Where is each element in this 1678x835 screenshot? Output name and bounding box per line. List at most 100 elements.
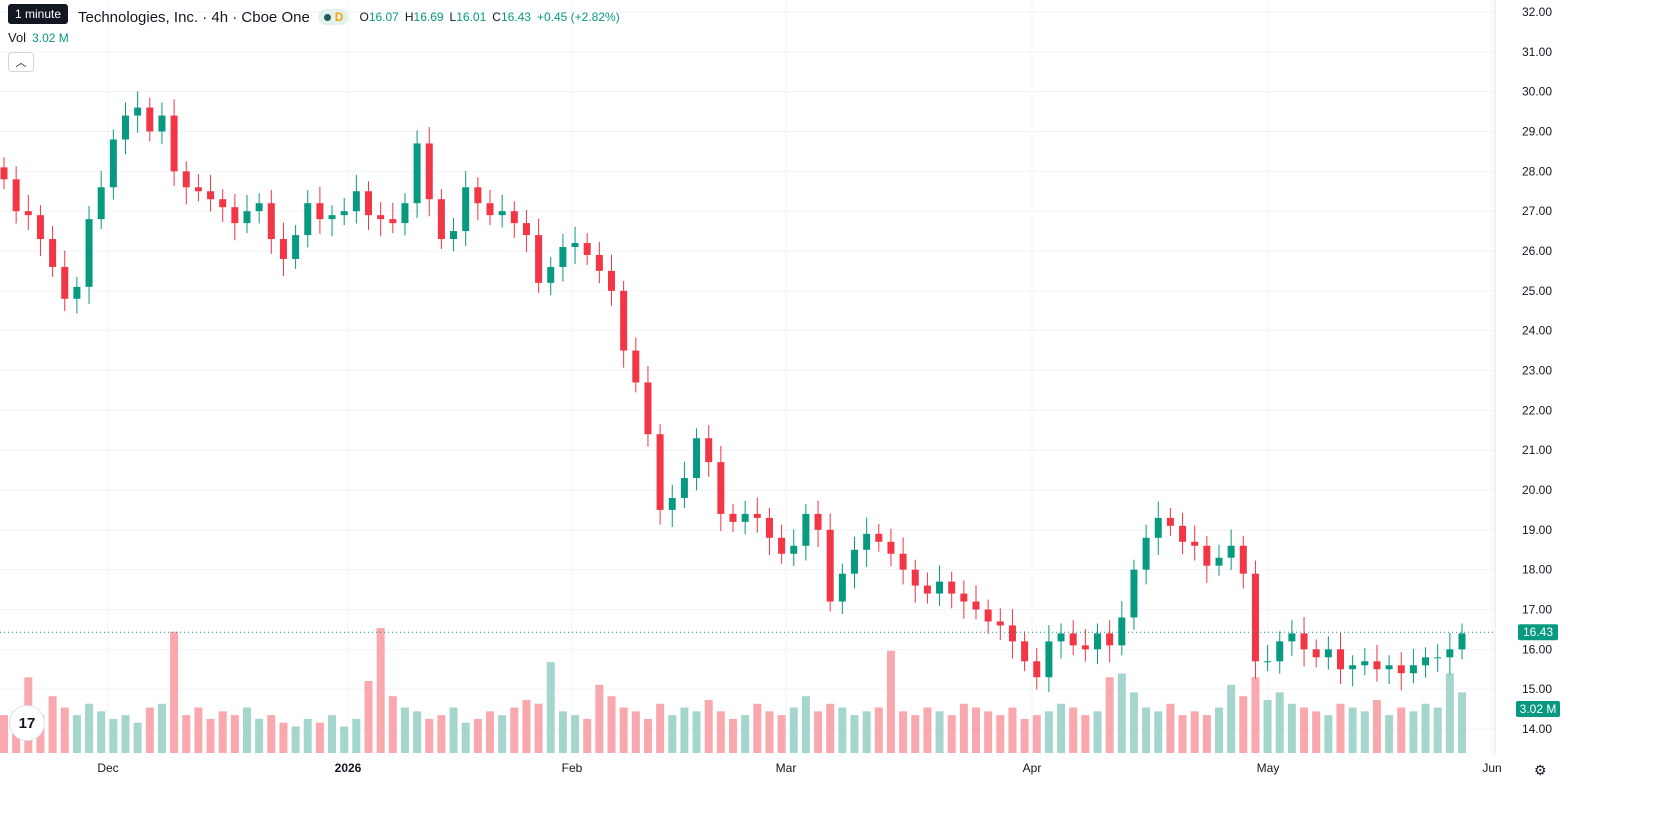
candle-body — [559, 247, 567, 267]
candle-body — [1094, 633, 1101, 650]
candle-body — [49, 239, 57, 267]
tradingview-logo[interactable]: 17 — [10, 706, 44, 740]
candle-body — [923, 585, 931, 594]
volume-bar — [1421, 703, 1430, 753]
gear-icon[interactable]: ⚙ — [1534, 762, 1547, 778]
candle-body — [778, 537, 786, 554]
time-tick-label: May — [1257, 761, 1280, 775]
price-tick-label: 22.00 — [1522, 403, 1552, 417]
volume-bar — [400, 707, 409, 753]
volume-bar — [328, 715, 337, 753]
volume-bar — [60, 707, 69, 753]
candle-body — [389, 219, 397, 224]
candle-body — [1021, 641, 1029, 662]
candle-body — [693, 438, 701, 479]
candle-body — [146, 107, 154, 132]
candle-body — [1057, 633, 1065, 642]
volume-bar — [911, 715, 920, 753]
candle-body — [231, 207, 239, 224]
candle-body — [547, 266, 555, 283]
volume-bar — [1044, 711, 1053, 753]
candle-body — [753, 513, 761, 518]
volume-bar — [194, 707, 203, 753]
volume-bar — [631, 711, 640, 753]
volume-bar — [425, 718, 434, 753]
candle-body — [1373, 661, 1381, 670]
volume-legend: Vol 3.02 M — [8, 30, 69, 45]
candle-body — [1312, 649, 1320, 658]
volume-bar — [1397, 707, 1406, 753]
candle-body — [498, 211, 506, 216]
volume-bar — [218, 711, 227, 753]
volume-bar — [1433, 707, 1442, 753]
candle-body — [1239, 545, 1247, 574]
volume-bar — [1385, 715, 1394, 753]
volume-bar — [1300, 707, 1309, 753]
volume-bar — [473, 718, 482, 753]
candle-body — [97, 187, 105, 220]
volume-bar — [534, 703, 543, 753]
price-tick-label: 29.00 — [1522, 125, 1552, 139]
volume-value: 3.02 M — [32, 31, 69, 45]
time-tick-label: Feb — [562, 761, 583, 775]
candle-body — [729, 513, 737, 522]
last-price-label: 16.43 — [1523, 625, 1553, 639]
time-tick-label: Jun — [1482, 761, 1501, 775]
price-tick-label: 25.00 — [1522, 284, 1552, 298]
candle-body — [765, 517, 773, 538]
candle-body — [1191, 541, 1199, 546]
volume-bar — [1348, 707, 1357, 753]
candle-body — [814, 513, 822, 530]
candle-body — [61, 266, 69, 299]
volume-bar — [862, 711, 871, 753]
volume-bar — [972, 707, 980, 753]
candle-body — [668, 497, 676, 510]
volume-bar — [267, 715, 276, 753]
volume-bar — [874, 707, 883, 753]
volume-bar — [1020, 718, 1029, 753]
candle-body — [620, 290, 628, 351]
volume-bar — [522, 699, 531, 753]
volume-bar — [1166, 703, 1175, 753]
market-status-badge[interactable]: D — [317, 9, 350, 25]
candle-body — [255, 203, 263, 212]
volume-bar — [1372, 699, 1381, 753]
volume-bar — [36, 715, 45, 753]
candle-body — [984, 609, 992, 622]
volume-bar — [1008, 707, 1017, 753]
volume-bar — [1251, 677, 1260, 753]
candle-body — [1179, 525, 1187, 542]
candle-body — [1276, 641, 1284, 662]
volume-bar — [886, 650, 895, 753]
volume-bar — [814, 711, 823, 753]
volume-bar — [1057, 703, 1066, 753]
candle-body — [1251, 573, 1259, 662]
symbol-title[interactable]: Technologies, Inc. · 4h · Cboe One — [78, 8, 310, 26]
volume-bar — [255, 718, 264, 753]
collapse-legend-button[interactable]: ︿ — [8, 52, 34, 72]
candle-body — [462, 187, 470, 232]
candle-body — [1264, 661, 1272, 663]
volume-bar — [1312, 711, 1321, 753]
ohlc-values: O16.07 H16.69 L16.01 C16.43 +0.45 (+2.82… — [359, 10, 619, 24]
volume-bar — [1069, 707, 1078, 753]
candle-body — [292, 235, 300, 259]
candle-body — [1409, 665, 1417, 674]
candle-body — [1166, 517, 1174, 526]
volume-bar — [704, 699, 713, 753]
volume-bar — [145, 707, 154, 753]
candle-body — [1300, 633, 1308, 650]
time-tick-label: Mar — [776, 761, 797, 775]
candle-body — [522, 223, 530, 236]
volume-bar — [0, 715, 8, 753]
volume-bar — [923, 707, 932, 753]
volume-bar — [558, 711, 567, 753]
volume-bar — [48, 696, 57, 753]
candle-body — [425, 143, 433, 200]
candle-body — [1385, 665, 1393, 670]
candle-body — [571, 243, 579, 248]
candle-body — [36, 215, 44, 240]
price-tick-label: 18.00 — [1522, 563, 1552, 577]
last-price-tag — [1518, 624, 1558, 641]
